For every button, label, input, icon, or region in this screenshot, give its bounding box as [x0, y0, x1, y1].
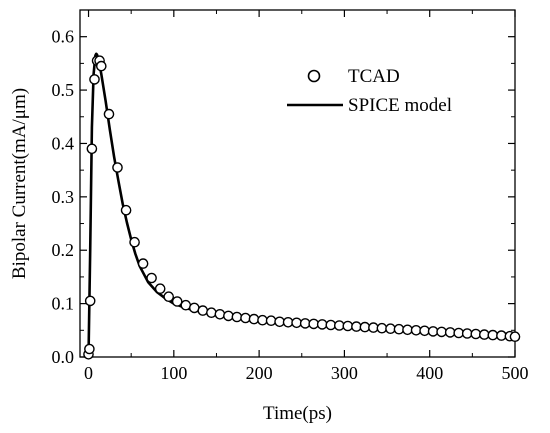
x-tick-label: 200	[246, 363, 273, 383]
tcad-data-point	[333, 320, 345, 331]
tcad-data-point	[436, 326, 447, 338]
tcad-data-point	[368, 322, 379, 333]
data-series	[83, 52, 521, 360]
tcad-data-point	[231, 311, 243, 323]
tcad-data-point	[461, 328, 473, 339]
tcad-data-point	[385, 323, 396, 335]
x-tick-label: 100	[160, 363, 187, 383]
tcad-data-point	[325, 319, 337, 331]
tcad-data-point	[265, 315, 277, 327]
tcad-data-point	[96, 60, 107, 72]
tcad-data-point	[308, 318, 320, 330]
tcad-data-point	[453, 327, 465, 339]
tcad-data-point	[427, 326, 439, 337]
y-tick-label: 0.6	[52, 27, 75, 47]
tcad-data-point	[316, 319, 328, 330]
tcad-data-point	[84, 295, 96, 307]
tcad-data-point	[444, 327, 456, 338]
y-tick-label: 0.2	[52, 240, 75, 260]
legend-label: TCAD	[348, 66, 400, 87]
tcad-data-point	[496, 330, 507, 341]
tcad-data-point	[223, 310, 234, 322]
y-tick-label: 0.4	[52, 133, 75, 153]
tcad-data-point	[410, 324, 422, 336]
tcad-data-point	[89, 74, 100, 85]
tcad-data-point	[509, 331, 521, 343]
legend: TCAD SPICE model	[287, 66, 452, 116]
tcad-data-point	[419, 325, 430, 337]
legend-label: SPICE model	[348, 95, 452, 116]
tcad-data-point	[393, 323, 405, 335]
tcad-data-point	[470, 328, 482, 340]
plot-frame	[79, 9, 516, 358]
tcad-data-point	[402, 324, 413, 336]
tcad-data-point	[180, 299, 192, 311]
tcad-data-point	[214, 308, 226, 320]
tcad-data-point	[129, 236, 140, 248]
tcad-data-point	[86, 143, 98, 155]
y-tick-label: 0.5	[52, 80, 75, 100]
y-tick-label: 0.0	[52, 347, 75, 367]
axis-ticks: 0 100 200 300 400 500 0.0 0.1 0.2 0.3 0.4 0.5 0.6	[52, 9, 529, 383]
tcad-data-point	[240, 312, 251, 324]
x-tick-label: 500	[502, 363, 529, 383]
x-tick-label: 300	[331, 363, 358, 383]
tcad-data-point	[188, 302, 200, 314]
tcad-data-point	[282, 316, 294, 328]
tcad-data-point	[103, 108, 115, 120]
tcad-data-point	[171, 296, 183, 307]
y-tick-label: 0.1	[52, 294, 75, 314]
tcad-data-point	[163, 291, 174, 303]
x-tick-label: 0	[84, 363, 93, 383]
x-tick-label: 400	[416, 363, 443, 383]
tcad-data-point	[299, 318, 311, 329]
y-axis-title: Bipolar Current(mA/μm)	[9, 88, 30, 279]
tcad-data-point	[154, 283, 166, 295]
tcad-data-point	[376, 322, 388, 334]
tcad-data-point	[291, 317, 302, 329]
tcad-data-point	[137, 258, 149, 269]
x-axis-title: Time(ps)	[263, 403, 332, 424]
tcad-data-point	[84, 343, 95, 355]
y-tick-label: 0.3	[52, 187, 75, 207]
tcad-data-point	[112, 162, 123, 173]
tcad-data-point	[206, 307, 217, 319]
tcad-data-point	[342, 320, 354, 332]
tcad-data-point	[197, 305, 209, 316]
tcad-data-point	[120, 204, 132, 216]
legend-tcad-marker	[307, 69, 321, 83]
tcad-data-point	[359, 321, 371, 333]
tcad-data-point	[351, 321, 362, 332]
tcad-data-point	[487, 329, 499, 341]
tcad-data-point	[274, 316, 285, 328]
tcad-data-point	[257, 314, 268, 326]
tcad-data-point	[478, 329, 490, 340]
tcad-data-point	[248, 313, 260, 325]
tcad-data-point	[146, 272, 157, 284]
